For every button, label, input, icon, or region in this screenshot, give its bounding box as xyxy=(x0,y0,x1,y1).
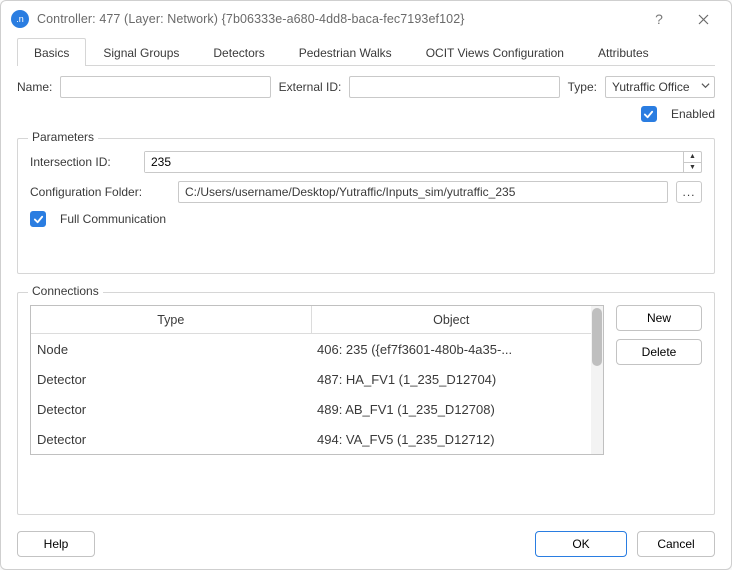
enabled-checkbox[interactable] xyxy=(641,106,657,122)
name-input[interactable] xyxy=(60,76,270,98)
config-folder-input[interactable] xyxy=(178,181,668,203)
tab-detectors[interactable]: Detectors xyxy=(196,38,281,66)
table-row[interactable]: Detector 487: HA_FV1 (1_235_D12704) xyxy=(31,364,591,394)
intersection-row: Intersection ID: ▲ ▼ xyxy=(30,151,702,173)
cell-type: Detector xyxy=(31,372,311,387)
tab-pedestrian-walks[interactable]: Pedestrian Walks xyxy=(282,38,409,66)
type-select-value: Yutraffic Office xyxy=(612,80,690,94)
connections-header: Type Object xyxy=(31,306,591,334)
type-label: Type: xyxy=(568,80,597,94)
table-row[interactable]: Detector 494: VA_FV5 (1_235_D12712) xyxy=(31,424,591,454)
connections-buttons: New Delete xyxy=(616,305,702,455)
dialog-footer: Help OK Cancel xyxy=(1,527,731,569)
cell-object: 487: HA_FV1 (1_235_D12704) xyxy=(311,372,591,387)
intersection-id-spinner[interactable]: ▲ ▼ xyxy=(144,151,702,173)
full-communication-checkbox[interactable] xyxy=(30,211,46,227)
tab-signal-groups[interactable]: Signal Groups xyxy=(86,38,196,66)
intersection-id-input[interactable] xyxy=(145,152,683,172)
col-object-header[interactable]: Object xyxy=(312,306,592,333)
col-type-header[interactable]: Type xyxy=(31,306,312,333)
check-icon xyxy=(643,109,654,120)
connections-table: Type Object Node 406: 235 ({ef7f3601-480… xyxy=(30,305,604,455)
connections-inner: Type Object Node 406: 235 ({ef7f3601-480… xyxy=(30,305,702,455)
window-title: Controller: 477 (Layer: Network) {7b0633… xyxy=(37,12,633,26)
full-communication-label: Full Communication xyxy=(60,212,166,226)
close-button[interactable] xyxy=(685,5,721,33)
ellipsis-icon: ... xyxy=(682,185,695,199)
tab-attributes[interactable]: Attributes xyxy=(581,38,666,66)
type-select[interactable]: Yutraffic Office xyxy=(605,76,715,98)
delete-connection-button[interactable]: Delete xyxy=(616,339,702,365)
app-icon: .n xyxy=(11,10,29,28)
dialog-window: .n Controller: 477 (Layer: Network) {7b0… xyxy=(0,0,732,570)
parameters-legend: Parameters xyxy=(28,130,98,144)
content-area: Basics Signal Groups Detectors Pedestria… xyxy=(1,37,731,527)
scrollbar-thumb[interactable] xyxy=(592,308,602,366)
cell-type: Detector xyxy=(31,402,311,417)
fullcomm-row: Full Communication xyxy=(30,211,702,227)
browse-folder-button[interactable]: ... xyxy=(676,181,702,203)
external-id-input[interactable] xyxy=(349,76,559,98)
connections-group: Connections Type Object Node 406: 235 ({… xyxy=(17,292,715,515)
enabled-label: Enabled xyxy=(671,107,715,121)
tab-bar: Basics Signal Groups Detectors Pedestria… xyxy=(17,37,715,66)
intersection-id-label: Intersection ID: xyxy=(30,155,136,169)
connections-legend: Connections xyxy=(28,284,103,298)
cell-object: 406: 235 ({ef7f3601-480b-4a35-... xyxy=(311,342,591,357)
connections-scrollbar[interactable] xyxy=(591,306,603,454)
help-button[interactable]: Help xyxy=(17,531,95,557)
connections-body: Node 406: 235 ({ef7f3601-480b-4a35-... D… xyxy=(31,334,591,454)
parameters-group: Parameters Intersection ID: ▲ ▼ Configur… xyxy=(17,138,715,274)
ok-button[interactable]: OK xyxy=(535,531,627,557)
tab-ocit-views[interactable]: OCIT Views Configuration xyxy=(409,38,581,66)
check-icon xyxy=(33,214,44,225)
table-row[interactable]: Detector 489: AB_FV1 (1_235_D12708) xyxy=(31,394,591,424)
cell-object: 489: AB_FV1 (1_235_D12708) xyxy=(311,402,591,417)
external-id-label: External ID: xyxy=(279,80,342,94)
form-row-top: Name: External ID: Type: Yutraffic Offic… xyxy=(17,76,715,98)
name-label: Name: xyxy=(17,80,52,94)
spinner-up-icon[interactable]: ▲ xyxy=(684,152,701,163)
config-folder-label: Configuration Folder: xyxy=(30,185,170,199)
cell-object: 494: VA_FV5 (1_235_D12712) xyxy=(311,432,591,447)
chevron-down-icon xyxy=(701,81,710,93)
cell-type: Detector xyxy=(31,432,311,447)
config-folder-row: Configuration Folder: ... xyxy=(30,181,702,203)
help-titlebar-button[interactable]: ? xyxy=(641,5,677,33)
close-icon xyxy=(698,14,709,25)
tab-basics[interactable]: Basics xyxy=(17,38,86,66)
titlebar: .n Controller: 477 (Layer: Network) {7b0… xyxy=(1,1,731,37)
spinner-down-icon[interactable]: ▼ xyxy=(684,163,701,173)
cell-type: Node xyxy=(31,342,311,357)
new-connection-button[interactable]: New xyxy=(616,305,702,331)
enabled-row: Enabled xyxy=(17,106,715,122)
cancel-button[interactable]: Cancel xyxy=(637,531,715,557)
table-row[interactable]: Node 406: 235 ({ef7f3601-480b-4a35-... xyxy=(31,334,591,364)
